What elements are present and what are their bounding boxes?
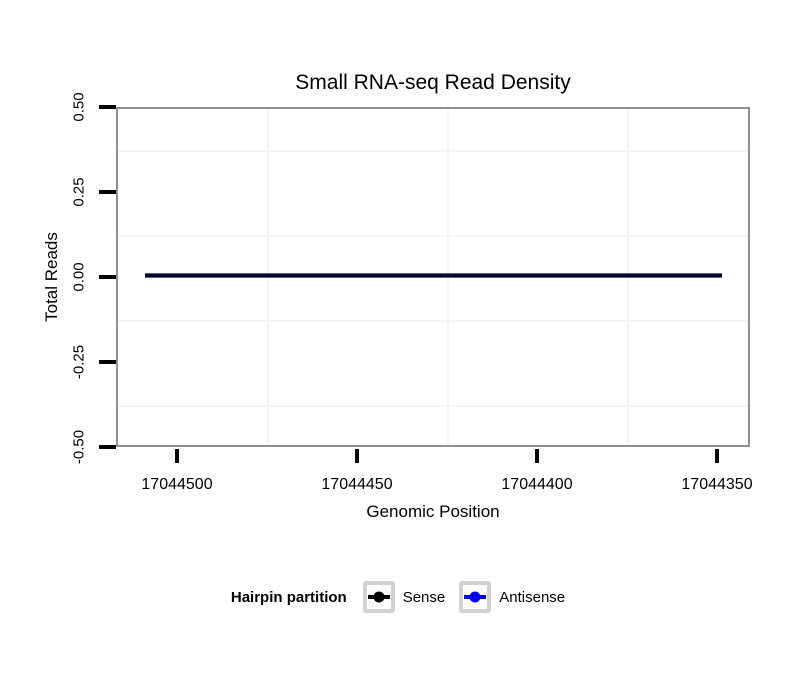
y-tick-mark bbox=[99, 105, 116, 109]
y-tick-mark bbox=[99, 190, 116, 194]
legend-label-sense: Sense bbox=[402, 588, 446, 606]
legend-label-antisense: Antisense bbox=[499, 588, 566, 606]
y-tick-mark bbox=[99, 360, 116, 364]
x-tick-label: 17044450 bbox=[321, 476, 393, 493]
x-tick-label: 17044500 bbox=[141, 476, 213, 493]
gridline-minor-horizontal bbox=[118, 150, 748, 152]
y-tick-label: 0.50 bbox=[70, 92, 88, 122]
legend-key-sense bbox=[362, 581, 395, 613]
y-tick-mark bbox=[99, 445, 116, 449]
plot-title: Small RNA-seq Read Density bbox=[295, 71, 571, 94]
y-tick-label: 0.25 bbox=[70, 177, 88, 207]
y-tick-mark bbox=[99, 275, 116, 279]
legend-key-antisense bbox=[459, 581, 492, 613]
y-tick-label: 0.00 bbox=[70, 262, 88, 292]
legend-title: Hairpin partition bbox=[230, 588, 347, 606]
legend: Hairpin partition Sense Antisense bbox=[0, 581, 810, 613]
y-tick-label: -0.25 bbox=[70, 344, 88, 380]
x-tick-mark bbox=[175, 449, 179, 463]
x-tick-mark bbox=[715, 449, 719, 463]
gridline-minor-horizontal bbox=[118, 320, 748, 322]
plot-panel bbox=[116, 107, 750, 447]
gridline-minor-horizontal bbox=[118, 405, 748, 407]
y-axis-title: Total Reads bbox=[42, 232, 61, 322]
gridline-minor-horizontal bbox=[118, 235, 748, 237]
x-tick-mark bbox=[355, 449, 359, 463]
x-tick-mark bbox=[535, 449, 539, 463]
x-tick-label: 17044400 bbox=[501, 476, 573, 493]
read-density-line bbox=[145, 273, 722, 278]
antisense-point-icon bbox=[469, 591, 481, 603]
sense-point-icon bbox=[373, 591, 385, 603]
y-tick-label: -0.50 bbox=[70, 429, 88, 465]
x-tick-label: 17044350 bbox=[681, 476, 753, 493]
x-axis-title: Genomic Position bbox=[366, 502, 500, 521]
